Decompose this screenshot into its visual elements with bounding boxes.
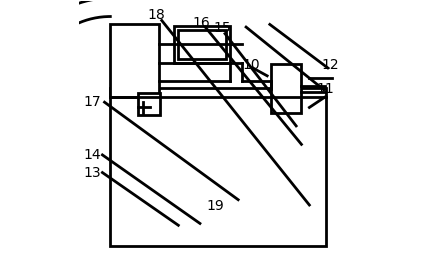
- Text: 19: 19: [207, 199, 225, 213]
- Text: 12: 12: [322, 58, 339, 72]
- Bar: [173, 26, 230, 63]
- Text: 18: 18: [148, 8, 165, 22]
- Bar: [138, 93, 160, 115]
- Text: 13: 13: [83, 166, 101, 180]
- Text: 14: 14: [83, 148, 101, 162]
- Bar: [110, 24, 159, 97]
- Text: 15: 15: [213, 21, 231, 35]
- Text: 10: 10: [242, 58, 260, 72]
- Text: 17: 17: [83, 95, 101, 109]
- Bar: [110, 88, 327, 246]
- Bar: [271, 64, 301, 113]
- Bar: [178, 30, 226, 59]
- Text: 11: 11: [316, 82, 334, 96]
- Text: 16: 16: [192, 16, 210, 30]
